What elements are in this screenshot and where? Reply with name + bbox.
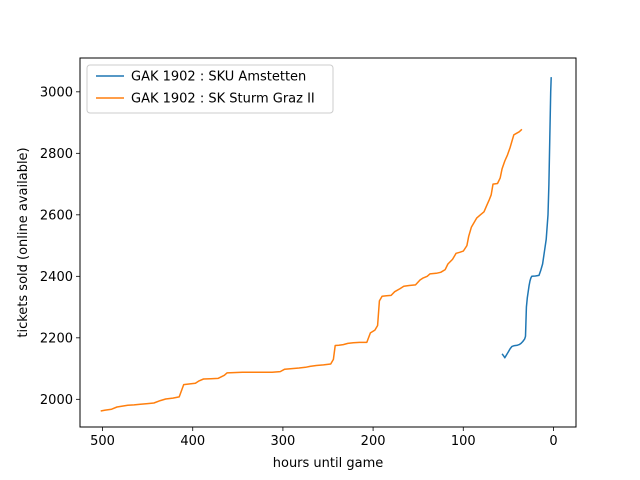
x-tick-label: 500 <box>90 434 115 449</box>
x-tick-label: 300 <box>270 434 295 449</box>
legend-label-sturm-graz: GAK 1902 : SK Sturm Graz II <box>131 92 315 107</box>
series-line-1 <box>100 128 523 412</box>
x-tick-label: 400 <box>180 434 205 449</box>
x-tick-label: 200 <box>361 434 386 449</box>
y-tick-label: 2000 <box>40 393 73 408</box>
legend-frame <box>86 64 334 114</box>
y-tick-label: 3000 <box>40 85 73 100</box>
series-layer <box>100 77 552 412</box>
plot-area-frame <box>79 57 577 428</box>
x-tick-label: 100 <box>451 434 476 449</box>
y-tick-label: 2800 <box>40 147 73 162</box>
x-axis-ticks: 500 400 300 200 100 0 <box>90 427 558 449</box>
series-line-0 <box>501 77 552 359</box>
y-tick-label: 2600 <box>40 208 73 223</box>
x-axis-label: hours until game <box>273 456 384 471</box>
legend-label-amstetten: GAK 1902 : SKU Amstetten <box>131 70 306 85</box>
legend: GAK 1902 : SKU Amstetten GAK 1902 : SK S… <box>86 64 334 114</box>
y-tick-label: 2200 <box>40 331 73 346</box>
x-tick-label: 0 <box>549 434 557 449</box>
y-axis-label: tickets sold (online available) <box>16 147 31 337</box>
y-tick-label: 2400 <box>40 270 73 285</box>
y-axis-ticks: 2000 2200 2400 2600 2800 3000 <box>40 85 80 408</box>
